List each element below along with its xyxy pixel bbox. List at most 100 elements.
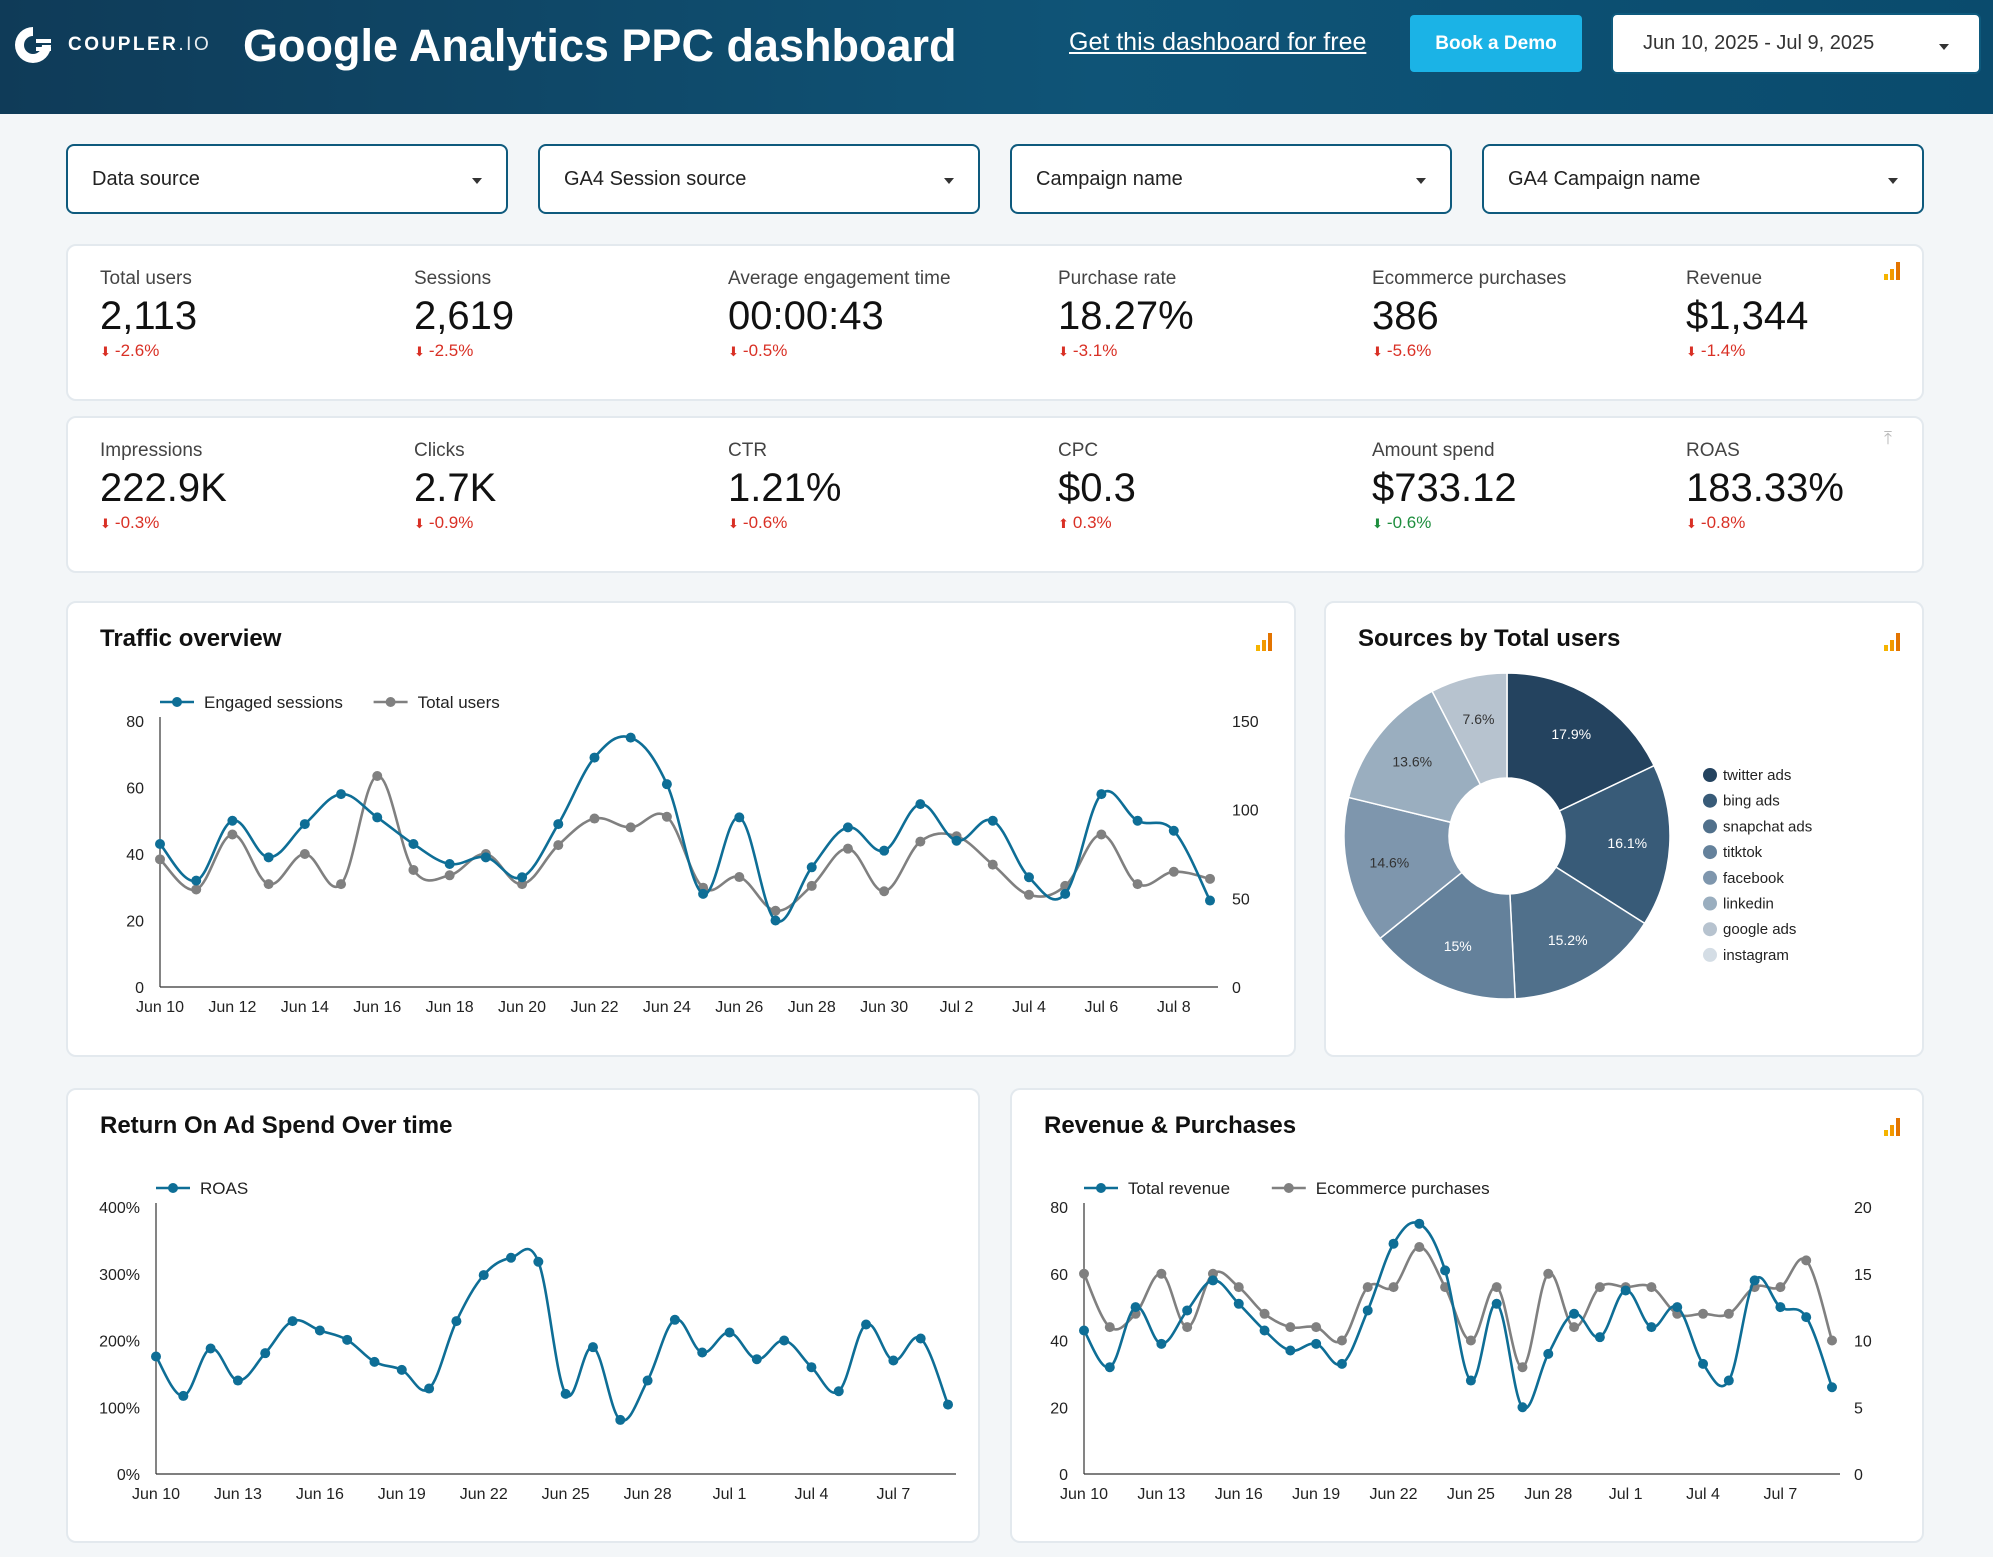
- chart-bars-icon[interactable]: [1884, 262, 1902, 280]
- data-point: [1285, 1345, 1296, 1356]
- chevron-down-icon: [1416, 178, 1426, 184]
- data-point: [842, 822, 853, 833]
- x-tick-label: Jun 13: [1137, 1486, 1185, 1503]
- kpi-card-engagement: Total users 2,113 ⬇ -2.6% Sessions 2,619 ⬇ -2.5…: [66, 244, 1924, 401]
- data-point: [1620, 1285, 1631, 1296]
- chevron-down-icon: [1939, 44, 1949, 50]
- data-point: [1336, 1335, 1347, 1346]
- traffic-overview-card: Traffic overview 0 20 40 60 80 0 50 100 150 Jun 1…: [66, 601, 1296, 1057]
- data-point: [1801, 1255, 1812, 1266]
- date-range-picker[interactable]: Jun 10, 2025 - Jul 9, 2025: [1611, 13, 1981, 74]
- coupler-logo-icon: [15, 27, 51, 63]
- data-point: [642, 1375, 653, 1386]
- data-point: [1130, 1302, 1141, 1313]
- arrow-down-icon: ⬇: [414, 344, 425, 359]
- legend-label: Ecommerce purchases: [1316, 1179, 1490, 1198]
- data-point: [770, 915, 781, 926]
- filter-data-source[interactable]: Data source: [66, 144, 508, 214]
- data-point: [1259, 1325, 1270, 1336]
- x-tick-label: Jun 18: [426, 999, 474, 1016]
- filter-session-source[interactable]: GA4 Session source: [538, 144, 980, 214]
- filter-label: Data source: [92, 167, 200, 190]
- data-point: [1465, 1335, 1476, 1346]
- card-title: Return On Ad Spend Over time: [100, 1112, 453, 1139]
- data-point: [478, 1270, 489, 1281]
- y2-tick-label: 150: [1232, 714, 1259, 731]
- filter-campaign-name[interactable]: Campaign name: [1010, 144, 1452, 214]
- data-point: [1543, 1268, 1554, 1279]
- x-tick-label: Jun 14: [281, 999, 329, 1016]
- data-point: [1569, 1322, 1580, 1333]
- arrow-down-icon: ⬇: [728, 516, 739, 531]
- data-point: [1168, 866, 1179, 877]
- data-point: [1362, 1305, 1373, 1316]
- data-point: [372, 812, 383, 823]
- x-tick-label: Jun 22: [460, 1486, 508, 1503]
- data-point: [1259, 1308, 1270, 1319]
- pie-slice: [1554, 764, 1671, 925]
- y-tick-label: 0: [1059, 1467, 1068, 1484]
- y2-tick-label: 0: [1232, 980, 1241, 997]
- data-point: [506, 1252, 517, 1263]
- arrow-down-icon: ⬇: [728, 344, 739, 359]
- legend-label: snapchat ads: [1723, 818, 1812, 835]
- kpi-label: CTR: [728, 440, 768, 461]
- legend-marker: [1703, 870, 1717, 885]
- data-point: [987, 859, 998, 870]
- data-point: [833, 1386, 844, 1397]
- legend-marker: [1703, 896, 1717, 911]
- arrow-down-icon: ⬇: [100, 516, 111, 531]
- x-tick-label: Jun 19: [1292, 1486, 1340, 1503]
- kpi-delta-value: -5.6%: [1386, 341, 1432, 360]
- legend-label: facebook: [1723, 870, 1784, 887]
- legend-marker: [1703, 845, 1717, 860]
- book-demo-button[interactable]: Book a Demo: [1410, 15, 1582, 72]
- kpi-delta-value: -3.1%: [1072, 341, 1118, 360]
- y2-tick-label: 100: [1232, 803, 1259, 820]
- kpi-label: CPC: [1058, 440, 1099, 461]
- data-point: [1414, 1242, 1425, 1253]
- data-point: [698, 888, 709, 899]
- kpi-value: 2,113: [100, 294, 198, 338]
- data-point: [227, 829, 238, 840]
- y2-tick-label: 50: [1232, 891, 1250, 908]
- filter-ga4-campaign-name[interactable]: GA4 Campaign name: [1482, 144, 1924, 214]
- get-dashboard-link[interactable]: Get this dashboard for free: [1069, 28, 1367, 56]
- chart-bars-icon[interactable]: [1884, 1118, 1902, 1136]
- x-tick-label: Jun 13: [214, 1486, 262, 1503]
- data-point: [1182, 1305, 1193, 1316]
- data-point: [1233, 1282, 1244, 1293]
- data-point: [151, 1351, 161, 1362]
- sort-icon[interactable]: ⤒: [1884, 428, 1892, 448]
- y-tick-label: 0: [135, 980, 144, 997]
- x-tick-label: Jun 25: [1447, 1486, 1495, 1503]
- data-point: [314, 1325, 325, 1336]
- legend-label: twitter ads: [1723, 767, 1791, 784]
- data-point: [669, 1314, 680, 1325]
- data-point: [1698, 1308, 1709, 1319]
- kpi-label: ROAS: [1686, 440, 1740, 461]
- data-point: [1156, 1338, 1167, 1349]
- data-point: [1060, 888, 1071, 899]
- y-tick-label: 400%: [99, 1200, 140, 1217]
- kpi-value: $0.3: [1058, 466, 1136, 510]
- chevron-down-icon: [1888, 178, 1898, 184]
- data-point: [1491, 1298, 1502, 1309]
- data-point: [155, 839, 165, 850]
- data-point: [661, 811, 672, 822]
- data-point: [260, 1348, 271, 1359]
- data-point: [444, 858, 455, 869]
- x-tick-label: Jun 28: [788, 999, 836, 1016]
- chart-bars-icon[interactable]: [1884, 633, 1902, 651]
- coupler-logo[interactable]: COUPLER.IO: [12, 24, 211, 66]
- arrow-down-icon: ⬇: [1686, 344, 1697, 359]
- pie-slice: [1379, 871, 1516, 1000]
- chart-bars-icon[interactable]: [1256, 633, 1274, 651]
- kpi-ecommerce-purchases: Ecommerce purchases 386 ⬇ -5.6%: [1372, 268, 1566, 361]
- data-point: [1672, 1302, 1683, 1313]
- kpi-delta-value: -2.6%: [114, 341, 160, 360]
- data-point: [697, 1347, 708, 1358]
- x-tick-label: Jun 26: [715, 999, 763, 1016]
- series-line: [1082, 1245, 1834, 1369]
- data-point: [625, 822, 636, 833]
